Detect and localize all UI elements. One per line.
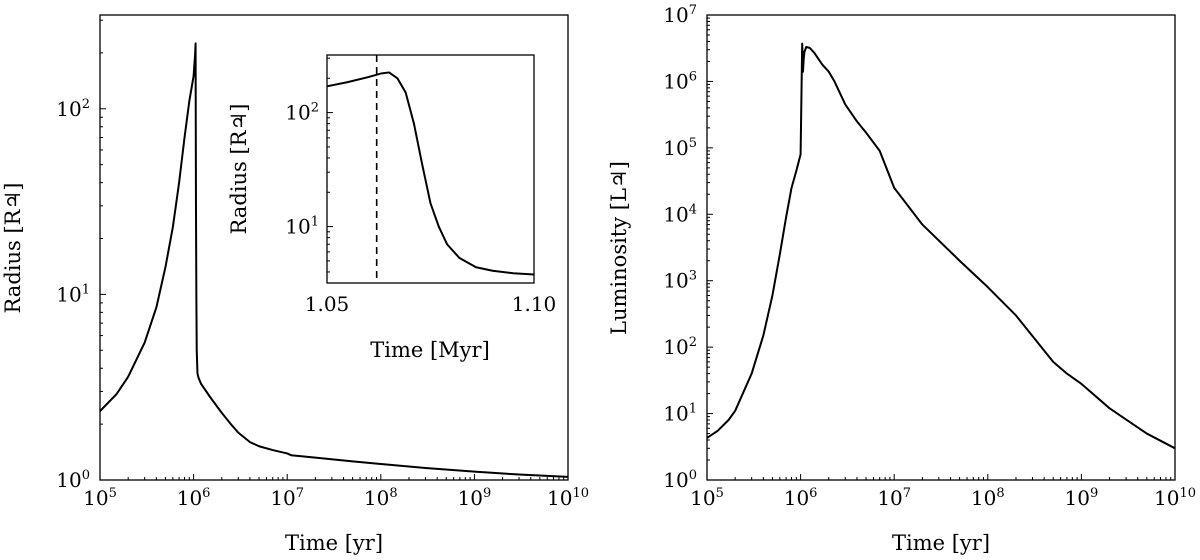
l-ytick-label-exponent: 2 (689, 335, 697, 350)
r-xtick-label-base: 10 (270, 486, 295, 510)
l-ytick-label-base: 10 (663, 335, 688, 359)
inset-background (327, 55, 534, 283)
l-ytick-label: 100 (663, 468, 697, 492)
r-xtick-label-exponent: 9 (483, 486, 491, 501)
r-xtick-label: 107 (270, 486, 304, 510)
l-ytick-label-exponent: 1 (689, 402, 697, 417)
r-ytick-label: 100 (56, 468, 90, 492)
inset-ytick-label: 102 (285, 101, 319, 125)
l-xtick-label: 1010 (1154, 486, 1196, 510)
r-xtick-label: 106 (177, 486, 211, 510)
l-xtick-label-base: 10 (1154, 486, 1179, 510)
l-xtick-label: 105 (690, 486, 724, 510)
l-ytick-label-base: 10 (663, 269, 688, 293)
inset-ytick-label-base: 10 (285, 101, 310, 125)
r-xtick-label: 109 (458, 486, 492, 510)
l-xtick-label-base: 10 (877, 486, 902, 510)
radius-xlabel: Time [yr] (285, 531, 383, 555)
r-xtick-label-exponent: 10 (572, 486, 589, 501)
r-ytick-label-exponent: 1 (82, 282, 90, 297)
l-xtick-label-base: 10 (784, 486, 809, 510)
luminosity-axes-frame (706, 14, 1176, 481)
r-xtick-label: 1010 (547, 486, 589, 510)
l-xtick-label: 106 (784, 486, 818, 510)
l-ytick-label: 101 (663, 402, 697, 426)
l-ytick-label-exponent: 5 (689, 136, 697, 151)
l-ytick-label-base: 10 (663, 136, 688, 160)
l-ytick-label-base: 10 (663, 202, 688, 226)
l-ytick-label-exponent: 7 (689, 3, 697, 18)
r-xtick-label-base: 10 (364, 486, 389, 510)
l-xtick-label-exponent: 5 (716, 486, 724, 501)
r-ytick-label-exponent: 0 (82, 468, 90, 483)
l-xtick-label-exponent: 6 (809, 486, 817, 501)
inset-xtick-label: 1.05 (305, 292, 350, 316)
r-xtick-label-exponent: 7 (296, 486, 304, 501)
r-xtick-label-exponent: 8 (389, 486, 397, 501)
l-ytick-label: 104 (663, 202, 697, 226)
inset-ytick-label: 101 (285, 215, 319, 239)
r-xtick-label-base: 10 (458, 486, 483, 510)
r-xtick-label-exponent: 5 (109, 486, 117, 501)
r-ytick-label-base: 10 (56, 468, 81, 492)
inset-axes-frame (326, 54, 535, 284)
l-ytick-label: 105 (663, 136, 697, 160)
l-ytick-label-base: 10 (663, 3, 688, 27)
r-ytick-label-base: 10 (56, 282, 81, 306)
radius-curve (99, 42, 569, 478)
inset-xlabel: Time [Myr] (370, 338, 490, 362)
l-xtick-label-exponent: 8 (996, 486, 1004, 501)
l-ytick-label: 107 (663, 3, 697, 27)
l-ytick-label-base: 10 (663, 69, 688, 93)
l-xtick-label: 109 (1065, 486, 1099, 510)
inset-radius-curve (326, 71, 535, 276)
l-xtick-label-exponent: 7 (903, 486, 911, 501)
inset-xtick-label: 1.10 (512, 292, 557, 316)
l-ytick-label-exponent: 3 (689, 269, 697, 284)
l-xtick-label: 107 (877, 486, 911, 510)
luminosity-curve (706, 42, 1176, 450)
luminosity-ylabel: Luminosity [L♃] (607, 161, 631, 335)
r-ytick-label: 101 (56, 282, 90, 306)
luminosity-panel: 105 106 107 108 109 1010 10010110210310410510… (607, 3, 1196, 555)
r-xtick-label-base: 10 (547, 486, 572, 510)
l-xtick-label-base: 10 (1065, 486, 1090, 510)
inset-ytick-label-base: 10 (285, 215, 310, 239)
inset-ytick-label-exponent: 2 (311, 101, 319, 116)
luminosity-xlabel: Time [yr] (892, 531, 990, 555)
l-xtick-label-exponent: 9 (1090, 486, 1098, 501)
l-ytick-label-exponent: 4 (689, 202, 697, 217)
l-xtick-label-base: 10 (971, 486, 996, 510)
l-xtick-label-exponent: 10 (1179, 486, 1196, 501)
l-ytick-label: 106 (663, 69, 697, 93)
inset-ytick-label-exponent: 1 (311, 215, 319, 230)
l-ytick-label-exponent: 6 (689, 69, 697, 84)
radius-axes-frame (99, 14, 569, 481)
r-xtick-label: 105 (83, 486, 117, 510)
l-ytick-label-exponent: 0 (689, 468, 697, 483)
l-ytick-label: 102 (663, 335, 697, 359)
r-ytick-label: 102 (56, 97, 90, 121)
r-ytick-label-base: 10 (56, 97, 81, 121)
inset-ylabel: Radius [R♃] (227, 104, 251, 235)
r-ytick-label-exponent: 2 (82, 97, 90, 112)
l-ytick-label-base: 10 (663, 402, 688, 426)
r-xtick-label-exponent: 6 (202, 486, 210, 501)
l-ytick-label: 103 (663, 269, 697, 293)
l-ytick-label-base: 10 (663, 468, 688, 492)
radius-ylabel: Radius [R♃] (1, 183, 25, 314)
r-xtick-label: 108 (364, 486, 398, 510)
l-xtick-label: 108 (971, 486, 1005, 510)
r-xtick-label-base: 10 (83, 486, 108, 510)
r-xtick-label-base: 10 (177, 486, 202, 510)
l-xtick-label-base: 10 (690, 486, 715, 510)
